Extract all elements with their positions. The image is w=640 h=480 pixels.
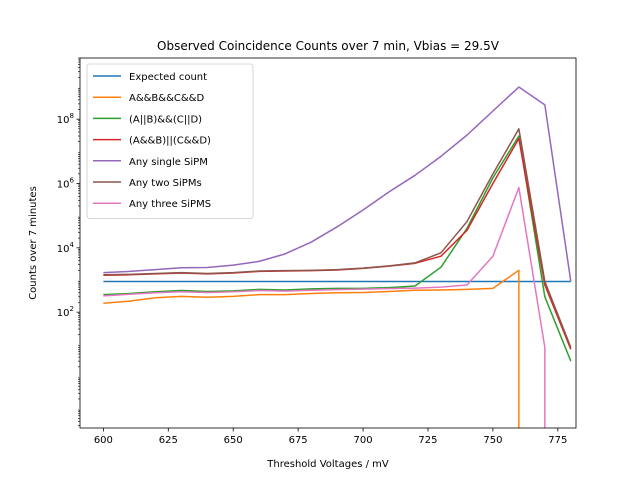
y-axis: 102 104 106 108	[57, 57, 80, 426]
x-tick-label: 650	[224, 435, 243, 446]
legend-entry-label: Any two SiPMs	[129, 178, 202, 189]
x-axis-label: Threshold Voltages / mV	[266, 459, 389, 470]
series-line-3	[103, 135, 572, 362]
y-axis-label: Counts over 7 minutes	[28, 186, 39, 300]
series-line-7	[103, 186, 546, 428]
x-tick-label: 775	[548, 435, 567, 446]
series-line-2	[103, 269, 520, 428]
legend-entry-label: A&&B&&C&&D	[129, 93, 204, 104]
x-tick-label: 750	[483, 435, 502, 446]
y-tick-label: 102	[57, 305, 74, 319]
legend-entry-label: Any single SiPM	[129, 157, 208, 168]
legend: Expected count A&&B&&C&&D (A||B)&&(C||D) (A…	[86, 63, 254, 219]
series-line-5	[103, 86, 572, 282]
plot-frame	[79, 57, 577, 429]
x-tick-label: 625	[159, 435, 178, 446]
series-line-6	[103, 128, 572, 348]
x-tick-label: 725	[418, 435, 437, 446]
x-axis: 600 625 650 675 700 725 750 775	[94, 428, 567, 446]
x-tick-label: 700	[354, 435, 373, 446]
y-tick-label: 106	[57, 177, 75, 191]
y-tick-label: 108	[57, 112, 74, 126]
legend-entry-label: (A&&B)||(C&&D)	[129, 136, 211, 147]
x-tick-label: 600	[94, 435, 113, 446]
x-tick-label: 675	[289, 435, 308, 446]
y-tick-label: 104	[57, 241, 75, 255]
legend-entry-label: Any three SiPMS	[129, 199, 211, 210]
legend-entry-label: Expected count	[129, 72, 207, 83]
legend-box	[86, 63, 254, 219]
chart-title: Observed Coincidence Counts over 7 min, …	[157, 39, 500, 53]
series-layer	[103, 86, 572, 428]
legend-entry-label: (A||B)&&(C||D)	[129, 114, 202, 125]
